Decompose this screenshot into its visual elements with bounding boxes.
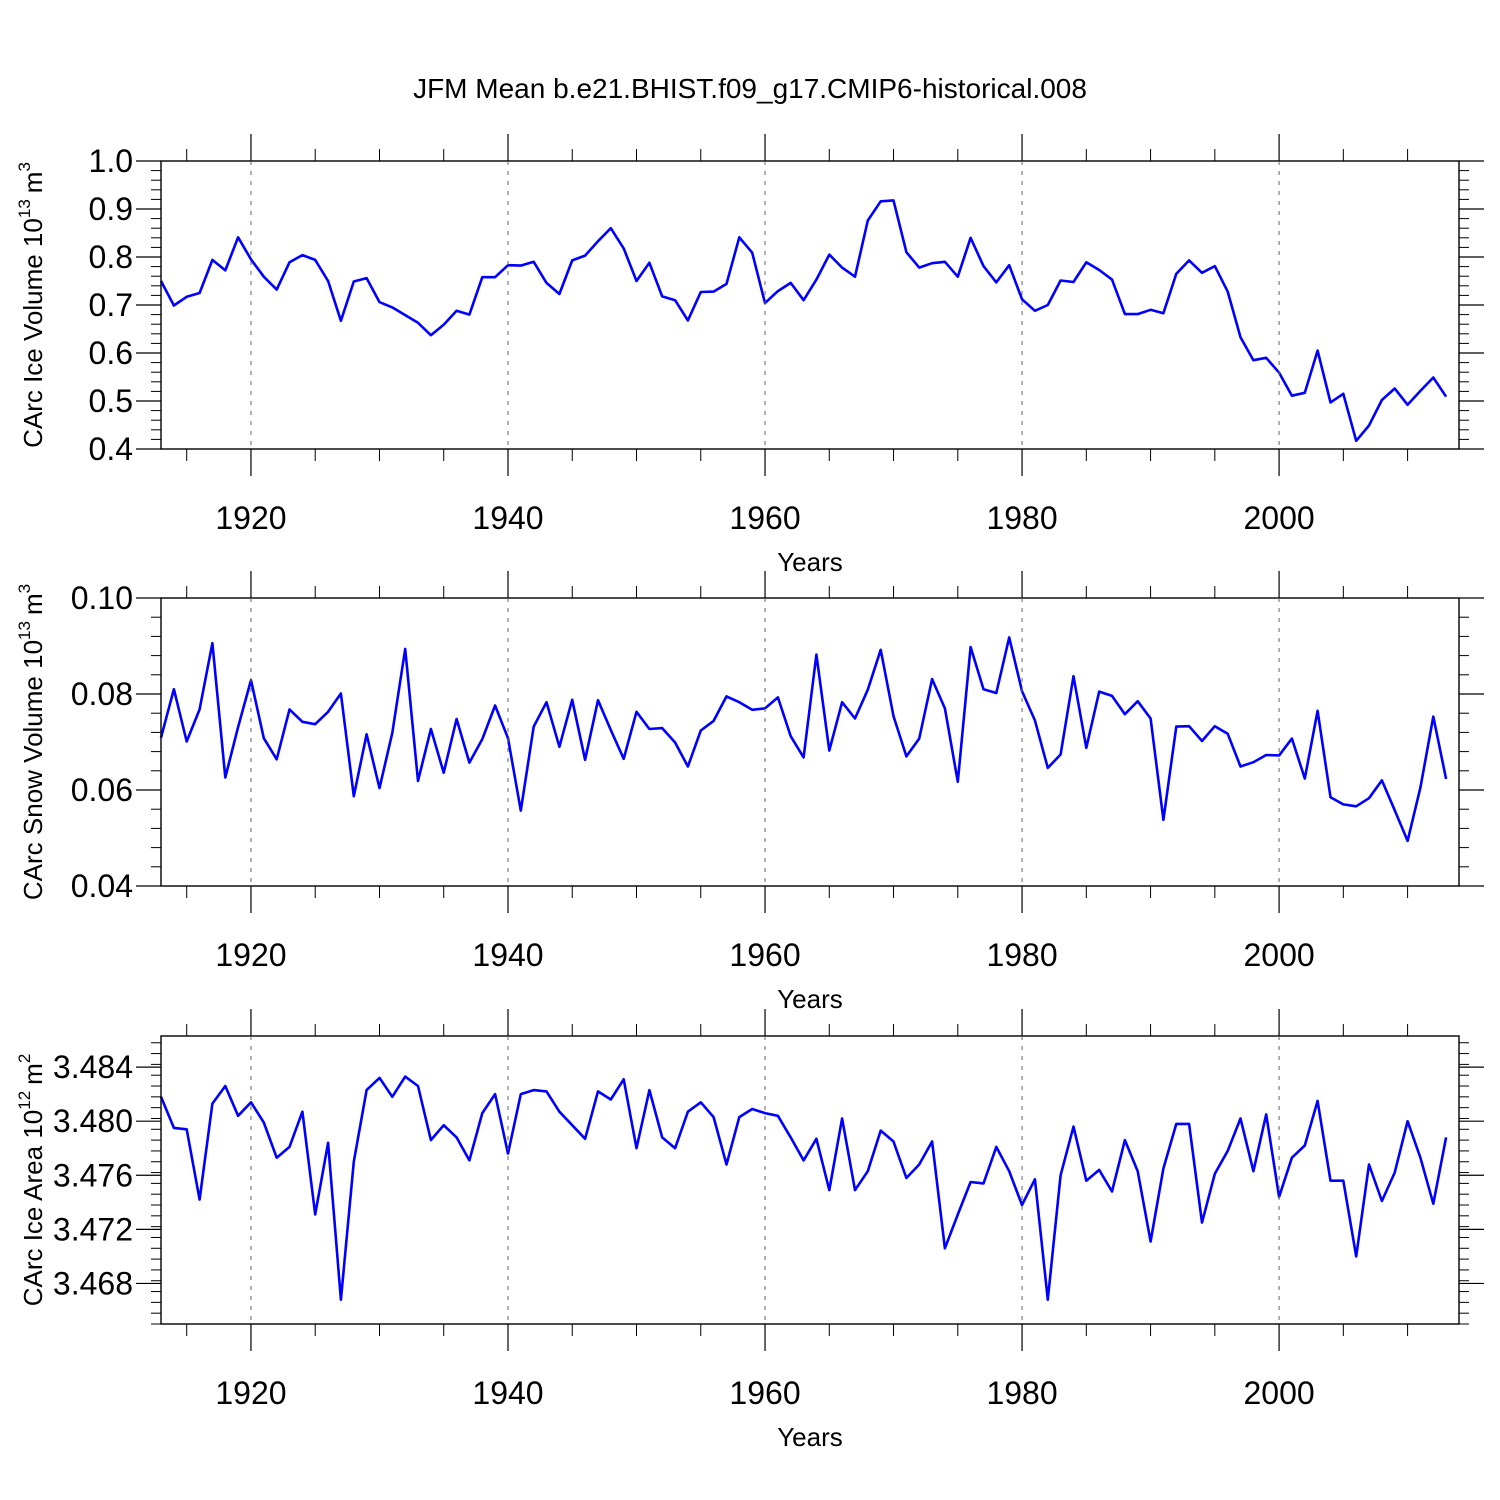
- series-line: [159, 636, 1448, 843]
- x-tick-label: 1980: [986, 937, 1057, 973]
- y-tick-label: 0.08: [71, 676, 133, 712]
- y-axis-label: CArc Ice Volume 1013 m3: [15, 162, 48, 448]
- series-line: [159, 1075, 1448, 1301]
- x-tick-label: 1920: [215, 1375, 286, 1411]
- x-tick-label: 1940: [472, 937, 543, 973]
- y-tick-label: 0.6: [89, 335, 133, 371]
- x-tick-label: 1920: [215, 937, 286, 973]
- plot-frame: [160, 160, 1460, 450]
- y-tick-label: 3.472: [53, 1211, 133, 1247]
- plot-frame: [160, 597, 1460, 887]
- ice-volume-series: [159, 199, 1448, 443]
- y-tick-label: 3.480: [53, 1103, 133, 1139]
- tick-labels: 1920 1940 1960 1980 2000 3.468 3.472 3.476 3.480…: [53, 1049, 1315, 1411]
- y-axis-label-unit: m: [18, 1063, 48, 1085]
- y-axis-label-unit: m: [18, 593, 48, 615]
- y-tick-label: 3.484: [53, 1049, 133, 1085]
- y-tick-label: 0.06: [71, 772, 133, 808]
- y-axis-label: CArc Snow Volume 1013 m3: [15, 584, 48, 900]
- ice-area-series: [159, 1075, 1448, 1301]
- y-axis-label-unit-exponent: 3: [15, 584, 34, 593]
- chart-title: JFM Mean b.e21.BHIST.f09_g17.CMIP6-histo…: [413, 73, 1087, 104]
- y-tick-label: 0.7: [89, 287, 133, 323]
- y-tick-label: 1.0: [89, 143, 133, 179]
- x-axis-label: Years: [777, 547, 843, 577]
- y-tick-label: 0.8: [89, 239, 133, 275]
- x-tick-label: 2000: [1243, 1375, 1314, 1411]
- x-tick-label: 1980: [986, 500, 1057, 536]
- y-tick-label: 0.10: [71, 580, 133, 616]
- axis-ticks: [136, 1009, 1484, 1351]
- x-tick-label: 1940: [472, 1375, 543, 1411]
- y-tick-label: 3.476: [53, 1157, 133, 1193]
- y-tick-label: 0.5: [89, 383, 133, 419]
- y-tick-label: 0.4: [89, 431, 133, 467]
- x-tick-label: 2000: [1243, 500, 1314, 536]
- y-axis-label-exponent: 12: [15, 1091, 34, 1110]
- x-tick-label: 1940: [472, 500, 543, 536]
- panel-snow-volume: 1920 1940 1960 1980 2000 0.04 0.06 0.08 0.10 Yea…: [15, 571, 1484, 1014]
- x-tick-label: 1960: [729, 937, 800, 973]
- axis-ticks: [136, 134, 1484, 476]
- panel-ice-volume: 1920 1940 1960 1980 2000 0.4 0.5 0.6 0.7 0.8 0.9 1.…: [15, 134, 1484, 577]
- y-axis-label-unit-exponent: 3: [15, 162, 34, 171]
- y-tick-label: 0.04: [71, 868, 133, 904]
- y-axis-label-text: CArc Ice Area 10: [18, 1110, 48, 1307]
- y-axis-label-exponent: 13: [15, 199, 34, 218]
- x-tick-label: 2000: [1243, 937, 1314, 973]
- x-tick-label: 1960: [729, 1375, 800, 1411]
- axis-ticks: [136, 571, 1484, 913]
- x-tick-label: 1920: [215, 500, 286, 536]
- y-axis-label-text: CArc Snow Volume 10: [18, 640, 48, 900]
- tick-labels: 1920 1940 1960 1980 2000 0.4 0.5 0.6 0.7 0.8 0.9 1.…: [89, 143, 1315, 536]
- y-axis-label-unit: m: [18, 172, 48, 194]
- plot-frame: [160, 1035, 1460, 1325]
- y-axis-label-text: CArc Ice Volume 10: [18, 218, 48, 448]
- y-tick-label: 0.9: [89, 191, 133, 227]
- snow-volume-series: [159, 636, 1448, 843]
- y-axis-label: CArc Ice Area 1012 m2: [15, 1054, 48, 1307]
- y-axis-label-exponent: 13: [15, 621, 34, 640]
- x-tick-label: 1980: [986, 1375, 1057, 1411]
- y-tick-label: 3.468: [53, 1265, 133, 1301]
- y-axis-label-unit-exponent: 2: [15, 1054, 34, 1063]
- x-axis-label: Years: [777, 1422, 843, 1452]
- x-tick-label: 1960: [729, 500, 800, 536]
- x-axis-label: Years: [777, 984, 843, 1014]
- series-line: [159, 199, 1448, 443]
- tick-labels: 1920 1940 1960 1980 2000 0.04 0.06 0.08 0.10: [71, 580, 1315, 973]
- panel-ice-area: 1920 1940 1960 1980 2000 3.468 3.472 3.476 3.480…: [15, 1009, 1484, 1452]
